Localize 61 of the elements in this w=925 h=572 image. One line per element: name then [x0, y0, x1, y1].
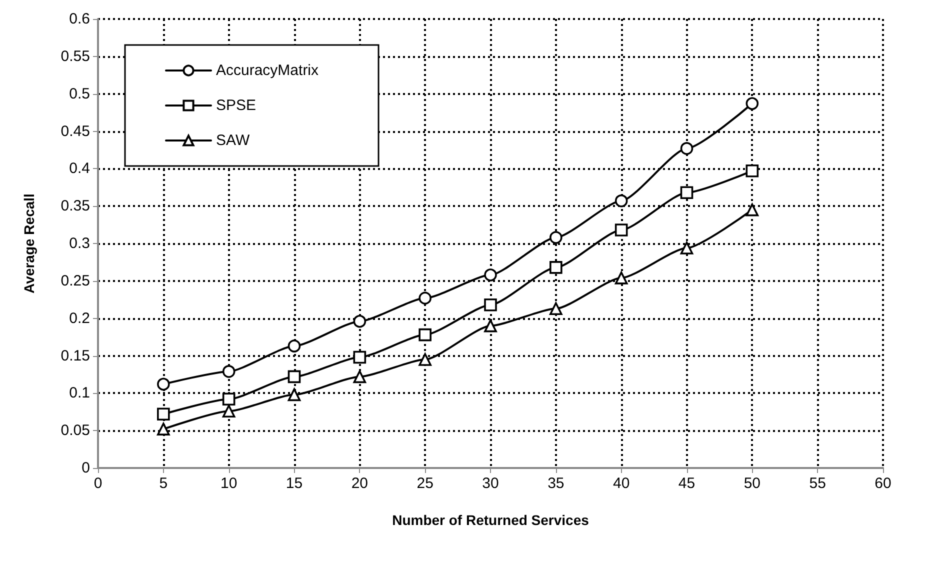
x-tick-label: 10 [220, 475, 238, 492]
y-tick-label: 0.4 [69, 160, 90, 178]
point [288, 340, 301, 352]
point [746, 97, 759, 110]
x-tick-label: 20 [351, 475, 368, 492]
point [614, 194, 628, 208]
y-tick-label: 0.15 [60, 347, 90, 364]
point [484, 319, 497, 332]
point [222, 365, 236, 378]
point [157, 378, 170, 391]
point [484, 298, 497, 312]
point [288, 370, 301, 384]
point [353, 314, 366, 328]
x-tick-label: 35 [548, 475, 564, 492]
point [550, 231, 562, 244]
point [418, 328, 432, 342]
y-tick-label: 0.2 [69, 310, 90, 327]
point [614, 224, 628, 236]
point [550, 302, 562, 316]
y-tick-label: 0.25 [60, 272, 90, 290]
point [222, 392, 236, 406]
x-tick-label: 15 [286, 475, 303, 492]
point [353, 350, 366, 364]
y-tick-label: 0.1 [69, 384, 90, 402]
point [746, 164, 759, 178]
x-tick-label: 0 [94, 475, 102, 492]
y-axis-title: Average Recall [21, 194, 37, 294]
point [288, 388, 301, 402]
y-tick-label: 0.3 [69, 235, 90, 252]
legend-label: AccuracyMatrix [216, 62, 320, 79]
y-tick-label: 0 [82, 460, 90, 476]
y-tick-label: 0.35 [60, 198, 90, 215]
y-tick-label: 0.45 [60, 122, 90, 140]
point [680, 242, 694, 254]
point [680, 142, 694, 155]
legend-label: SPSE [216, 97, 256, 114]
point [157, 408, 170, 421]
legend-label: SAW [216, 132, 250, 149]
point [157, 422, 170, 436]
point [418, 292, 432, 305]
point [418, 353, 432, 366]
x-tick-label: 45 [678, 475, 696, 492]
point [680, 186, 694, 200]
x-tick-label: 40 [612, 475, 630, 492]
x-tick-label: 25 [416, 475, 434, 492]
x-tick-label: 50 [744, 475, 761, 492]
point [614, 272, 628, 284]
x-tick-label: 55 [809, 475, 826, 492]
point [484, 268, 497, 282]
point [746, 203, 759, 216]
x-tick-label: 5 [159, 475, 168, 492]
x-axis-title: Number of Returned Services [392, 512, 590, 528]
y-tick-label: 0.5 [69, 85, 90, 102]
y-tick-label: 0.55 [60, 48, 90, 65]
x-tick-label: 30 [482, 475, 499, 492]
x-tick-label: 60 [874, 475, 892, 492]
point [353, 370, 366, 384]
point [222, 404, 236, 418]
y-tick-label: 0.05 [60, 422, 90, 440]
y-tick-label: 0.6 [69, 10, 90, 28]
point [550, 261, 562, 274]
